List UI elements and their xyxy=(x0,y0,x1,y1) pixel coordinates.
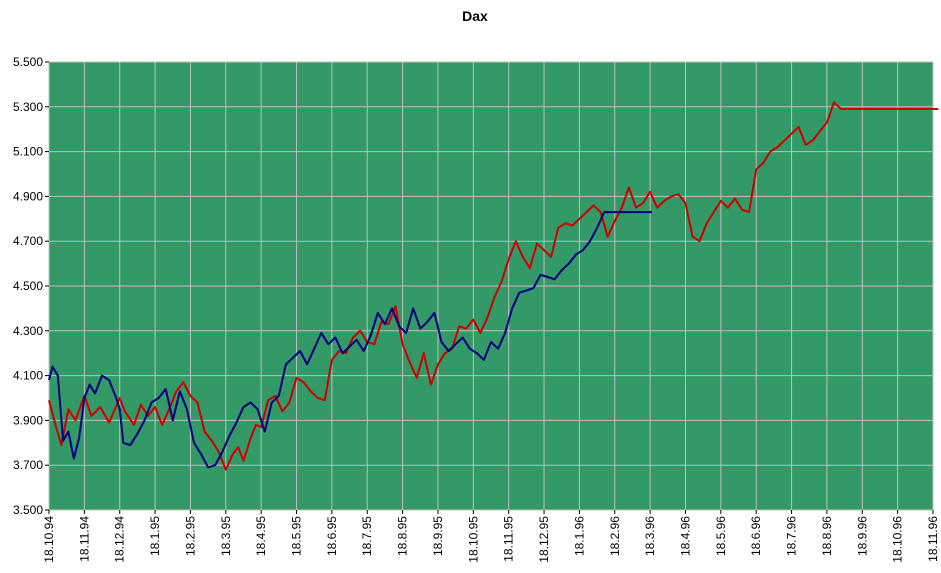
x-tick-label: 18.3.96 xyxy=(643,516,657,556)
y-tick-label: 5.300 xyxy=(13,100,43,114)
x-tick-label: 18.8.95 xyxy=(396,516,410,556)
x-tick-label: 18.4.96 xyxy=(678,516,692,556)
x-axis-ticks: 18.10.94 18.11.94 18.12.94 18.1.95 18.2.95 18… xyxy=(42,510,940,563)
y-tick-label: 4.700 xyxy=(13,234,43,248)
x-tick-label: 18.6.96 xyxy=(749,516,763,556)
x-tick-label: 18.12.95 xyxy=(537,516,551,563)
grid-lines xyxy=(48,61,934,511)
x-tick-label: 18.4.95 xyxy=(254,516,268,556)
x-tick-label: 18.10.95 xyxy=(466,516,480,563)
series-lines xyxy=(48,101,939,471)
x-tick-label: 18.1.95 xyxy=(148,516,162,556)
x-tick-label: 18.11.94 xyxy=(77,516,91,562)
x-tick-label: 18.9.96 xyxy=(855,516,869,556)
y-tick-label: 4.900 xyxy=(13,189,43,203)
x-tick-label: 18.11.95 xyxy=(502,516,516,562)
x-tick-label: 18.5.95 xyxy=(290,516,304,556)
x-tick-label: 18.12.94 xyxy=(113,516,127,563)
y-axis-ticks: 3.500 3.700 3.900 4.100 4.300 4.500 4.700 4.900… xyxy=(13,55,49,517)
y-tick-label: 4.300 xyxy=(13,324,43,338)
y-tick-label: 4.100 xyxy=(13,369,43,383)
chart-title: Dax xyxy=(462,8,488,24)
y-tick-label: 3.900 xyxy=(13,413,43,427)
y-tick-label: 3.700 xyxy=(13,458,43,472)
x-tick-label: 18.2.96 xyxy=(608,516,622,556)
y-tick-label: 4.500 xyxy=(13,279,43,293)
y-tick-label: 3.500 xyxy=(13,503,43,517)
x-tick-label: 18.5.96 xyxy=(714,516,728,556)
y-tick-label: 5.100 xyxy=(13,145,43,159)
x-tick-label: 18.6.95 xyxy=(325,516,339,556)
x-tick-label: 18.7.96 xyxy=(785,516,799,556)
x-tick-label: 18.9.95 xyxy=(431,516,445,556)
y-tick-label: 5.500 xyxy=(13,55,43,69)
x-tick-label: 18.11.96 xyxy=(926,516,940,562)
x-tick-label: 18.1.96 xyxy=(572,516,586,556)
series-line-2 xyxy=(48,211,652,469)
series-line-1 xyxy=(48,101,939,471)
x-tick-label: 18.10.96 xyxy=(891,516,905,563)
x-tick-label: 18.7.95 xyxy=(360,516,374,556)
x-tick-label: 18.10.94 xyxy=(42,516,56,563)
x-tick-label: 18.8.96 xyxy=(820,516,834,556)
x-tick-label: 18.2.95 xyxy=(183,516,197,556)
x-tick-label: 18.3.95 xyxy=(219,516,233,556)
